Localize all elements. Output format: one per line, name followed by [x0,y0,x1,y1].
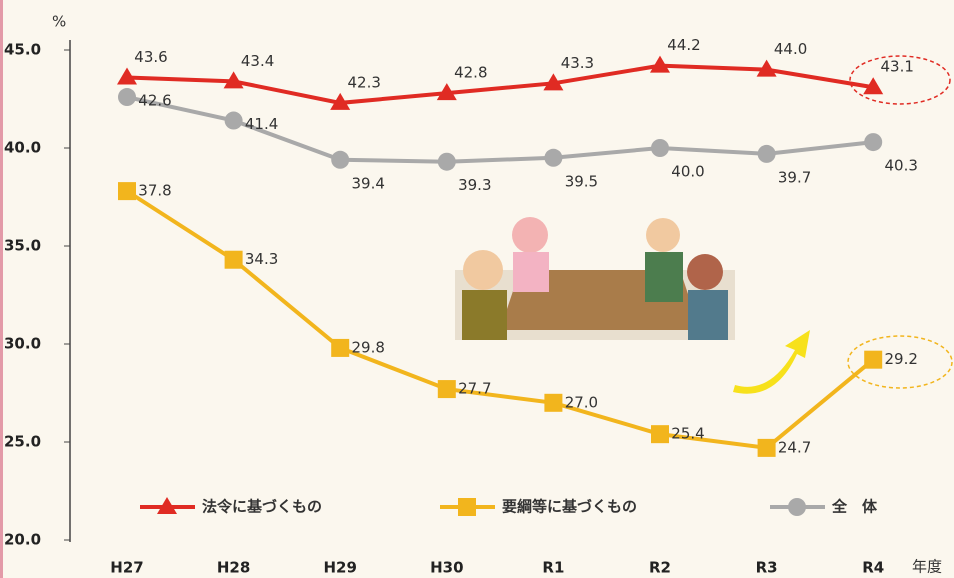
data-label: 40.0 [671,163,704,181]
x-tick-label: H29 [323,559,356,577]
data-label: 24.7 [778,438,811,456]
data-label: 34.3 [245,250,278,268]
illustration-person [512,217,548,253]
marker [758,439,776,457]
data-label: 29.2 [884,350,917,368]
y-tick-label: 35.0 [4,237,41,255]
illustration-person [645,252,683,302]
marker [225,112,243,130]
legend-item: 法令に基づくもの [140,497,322,516]
legend-marker [458,498,476,516]
data-label: 29.8 [351,338,384,356]
x-tick-label: R2 [649,559,671,577]
data-label: 39.4 [351,174,384,192]
x-tick-label: R4 [862,559,884,577]
marker [438,380,456,398]
illustration-person [463,250,503,290]
data-label: 43.4 [241,52,274,70]
y-axis-unit: % [52,13,66,31]
marker [225,251,243,269]
legend-label: 要綱等に基づくもの [502,498,637,516]
marker [118,182,136,200]
marker [438,153,456,171]
data-label: 39.7 [778,168,811,186]
data-label: 43.6 [134,48,167,66]
data-label: 44.0 [774,40,807,58]
marker [331,339,349,357]
marker [118,88,136,106]
data-label: 39.5 [565,172,598,190]
marker [544,149,562,167]
marker [651,139,669,157]
data-label: 42.6 [138,92,171,110]
x-tick-label: H28 [217,559,250,577]
chart: % 年度 20.0 25.0 30.0 35.0 40.0 45.0 H27 H28 H29 H3… [0,0,954,578]
data-label: 27.0 [565,393,598,411]
y-tick-label: 25.0 [4,433,41,451]
data-label: 43.3 [561,54,594,72]
illustration-person [462,290,507,340]
data-label: 37.8 [138,182,171,200]
left-border [0,0,3,578]
data-label: 27.7 [458,380,491,398]
y-tick-label: 40.0 [4,139,41,157]
y-tick-label: 45.0 [4,41,41,59]
y-tick-label: 20.0 [4,531,41,549]
illustration-person [646,218,680,252]
marker [331,151,349,169]
data-label: 41.4 [245,115,278,133]
data-label: 43.1 [880,58,913,76]
marker [544,394,562,412]
illustration-person [513,252,549,292]
illustration-person [687,254,723,290]
x-tick-label: R1 [542,559,564,577]
legend-item: 要綱等に基づくもの [440,498,637,517]
x-tick-label: H27 [110,559,143,577]
x-axis-unit: 年度 [912,558,942,576]
y-tick-label: 30.0 [4,335,41,353]
marker [651,425,669,443]
data-label: 25.4 [671,425,704,443]
data-label: 44.2 [667,36,700,54]
marker [864,133,882,151]
data-label: 39.3 [458,176,491,194]
marker [758,145,776,163]
x-tick-label: H30 [430,559,463,577]
legend-label: 全 体 [831,498,878,516]
legend-marker [788,498,806,516]
data-label: 42.8 [454,64,487,82]
data-label: 42.3 [347,73,380,91]
legend-label: 法令に基づくもの [202,498,322,516]
marker [864,351,882,369]
illustration-person [688,290,728,340]
data-label: 40.3 [884,157,917,175]
x-tick-label: R3 [756,559,778,577]
